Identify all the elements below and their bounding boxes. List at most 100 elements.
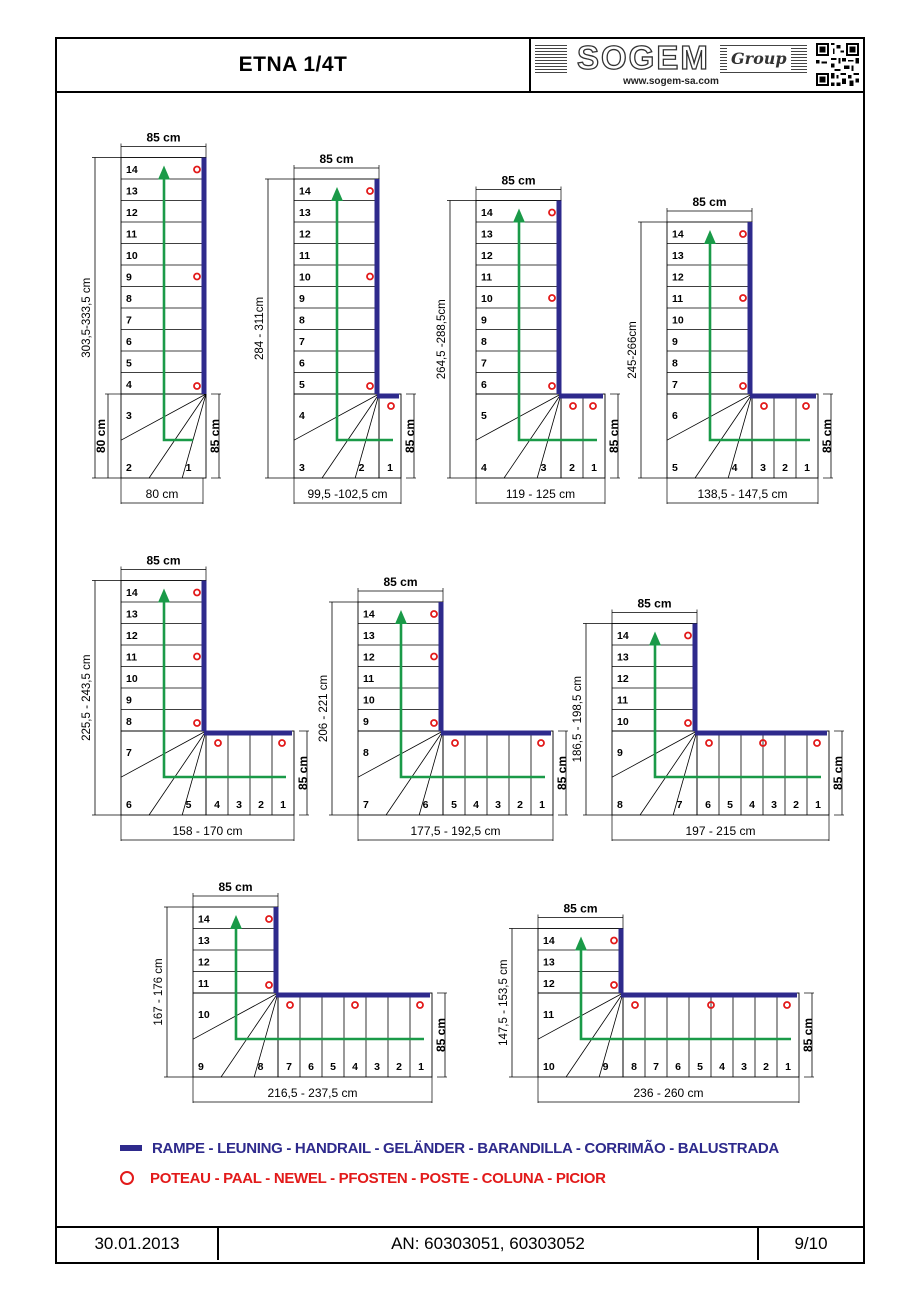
- step-number: 6: [126, 336, 132, 348]
- step-number: 5: [697, 1061, 703, 1073]
- dim-side-label: 85 cm: [607, 419, 621, 453]
- step-number: 12: [672, 272, 684, 284]
- step-number: 13: [126, 609, 138, 621]
- footer-page-number: 9/10: [794, 1234, 828, 1253]
- newel-post-mid: [548, 294, 556, 302]
- handrail-swatch-icon: [120, 1145, 142, 1152]
- winder-line: [385, 730, 444, 816]
- step-number: 10: [543, 1061, 555, 1073]
- footer: 30.01.2013 AN: 60303051, 60303052 9/10: [57, 1226, 863, 1262]
- dim-side-label: 85 cm: [296, 756, 310, 790]
- winder-line: [565, 992, 624, 1078]
- step-number: 3: [236, 799, 242, 811]
- step-number: 8: [617, 799, 623, 811]
- step-number: 13: [543, 957, 555, 969]
- winder-line: [418, 730, 444, 816]
- winder-line: [253, 992, 279, 1078]
- winder-line: [727, 393, 753, 479]
- step-number: 6: [299, 358, 305, 370]
- step-number: 13: [363, 630, 375, 642]
- step-number: 12: [543, 978, 555, 990]
- step-number: 13: [198, 935, 210, 947]
- dim-width-label: 85 cm: [692, 195, 726, 209]
- winder-line: [321, 393, 380, 479]
- dim-bottom-label: 197 - 215 cm: [685, 824, 755, 838]
- footer-article-numbers: AN: 60303051, 60303052: [219, 1228, 759, 1260]
- winder-line: [181, 393, 207, 479]
- step-number: 4: [719, 1061, 725, 1073]
- step-number: 10: [299, 272, 311, 284]
- dim-side-label: 85 cm: [555, 756, 569, 790]
- step-number: 5: [330, 1061, 336, 1073]
- walking-line-arrowhead: [158, 588, 170, 603]
- step-number: 10: [672, 315, 684, 327]
- dim-bottom-label: 177,5 - 192,5 cm: [410, 824, 500, 838]
- winder-line: [536, 393, 562, 479]
- step-number: 2: [782, 462, 788, 474]
- step-number: 14: [543, 935, 555, 947]
- step-number: 6: [705, 799, 711, 811]
- walking-line-arrowhead: [575, 936, 587, 951]
- step-number: 2: [569, 462, 575, 474]
- step-number: 10: [617, 716, 629, 728]
- walking-line-arrow: [579, 948, 791, 1041]
- page-title: ETNA 1/4T: [57, 39, 531, 91]
- step-number: 9: [126, 272, 132, 284]
- newel-post-corner: [265, 981, 273, 989]
- step-number: 8: [126, 293, 132, 305]
- step-number: 14: [672, 229, 684, 241]
- step-number: 3: [771, 799, 777, 811]
- dim-height-label: 225,5 - 243,5 cm: [81, 655, 93, 741]
- legend-handrail: RAMPE - LEUNING - HANDRAIL - GELÄNDER - …: [120, 1140, 779, 1157]
- dim-side-label: 85 cm: [208, 419, 222, 453]
- sogem-logo: SOGEM Group www.sogem-sa.com: [531, 39, 811, 91]
- dim-bottom-label: 119 - 125 cm: [506, 487, 575, 501]
- dim-width-label: 85 cm: [637, 597, 671, 611]
- stair-diagram-2: 14 13 12 11 10 9 8 7 6 5 4 3 2 1 85 cm 284 - 311cm 85 cm…: [254, 152, 417, 504]
- step-number: 2: [517, 799, 523, 811]
- step-number: 10: [481, 293, 493, 305]
- newel-post-corner: [193, 719, 201, 727]
- newel-post-corner: [548, 382, 556, 390]
- winder-line: [148, 393, 207, 479]
- newel-post-lower-start: [705, 739, 713, 747]
- step-number: 8: [126, 716, 132, 728]
- newel-post-top: [739, 230, 747, 238]
- step-number: 8: [363, 747, 369, 759]
- step-number: 8: [672, 358, 678, 370]
- step-number: 4: [126, 379, 132, 391]
- newel-post-lower-start: [387, 402, 395, 410]
- logo-wordmark: SOGEM: [567, 40, 720, 75]
- step-number: 7: [481, 358, 487, 370]
- step-number: 9: [299, 293, 305, 305]
- step-number: 4: [352, 1061, 358, 1073]
- step-number: 10: [198, 1009, 210, 1021]
- stair-diagram-4: 14 13 12 11 10 9 8 7 6 5 4 3 2 1 85 cm 245-266cm 85 cm 13…: [627, 195, 834, 504]
- step-number: 12: [126, 630, 138, 642]
- dim-side-label: 85 cm: [801, 1018, 815, 1052]
- page-frame: ETNA 1/4T SOGEM Group www.sogem-sa.com 3…: [55, 37, 865, 1264]
- step-number: 10: [126, 250, 138, 262]
- stair-diagram-6: 14 13 12 11 10 9 8 7 6 5 4 3 2 1 85 cm 206 - 221 cm 85 c…: [318, 575, 569, 841]
- newel-post-lower-start: [631, 1001, 639, 1009]
- step-number: 1: [785, 1061, 791, 1073]
- step-number: 12: [617, 673, 629, 685]
- newel-post-lower-end: [416, 1001, 424, 1009]
- step-number: 6: [672, 410, 678, 422]
- dim-width-label: 85 cm: [218, 880, 252, 894]
- newel-post-lower-mid: [351, 1001, 359, 1009]
- step-number: 11: [617, 695, 628, 707]
- newel-post-mid: [366, 272, 374, 281]
- newel-post-lower-start: [286, 1001, 294, 1009]
- walking-line-arrow: [234, 927, 424, 1041]
- dim-side-label: 85 cm: [831, 756, 845, 790]
- step-number: 4: [749, 799, 755, 811]
- dim-height-label: 284 - 311cm: [254, 297, 266, 360]
- dim-bottom-label: 80 cm: [146, 487, 179, 501]
- step-number: 11: [126, 652, 137, 664]
- newel-post-lower-start: [214, 739, 222, 747]
- stair-diagram-5: 14 13 12 11 10 9 8 7 6 5 4 3 2 1 85 cm 225,5 - 243,5 cm…: [81, 554, 310, 841]
- winder-line: [598, 992, 624, 1078]
- legend-handrail-text: RAMPE - LEUNING - HANDRAIL - GELÄNDER - …: [152, 1140, 779, 1157]
- dim-width-label: 85 cm: [383, 575, 417, 589]
